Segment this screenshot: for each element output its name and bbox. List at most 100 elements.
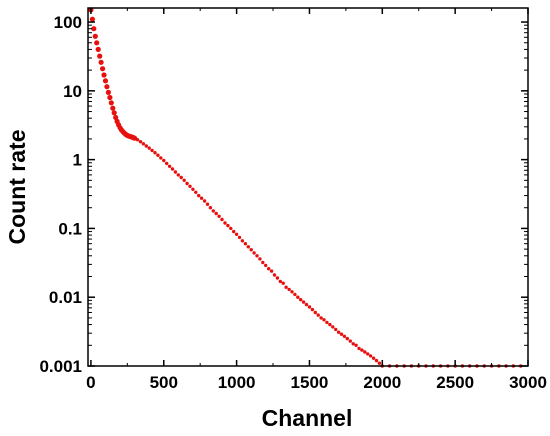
y-tick-label: 0.001 [39,357,82,376]
data-point [363,350,367,354]
y-tick-label: 100 [54,13,82,32]
data-point [269,269,274,273]
data-point [217,214,221,218]
data-point [243,242,248,246]
data-point [100,66,106,72]
data-point [322,318,326,322]
data-point [267,267,271,271]
data-point [144,144,148,148]
data-point [331,325,335,329]
x-tick-label: 3000 [509,373,547,392]
data-point [214,211,218,216]
data-point [173,170,178,174]
data-point [176,173,180,177]
data-point [293,292,297,297]
data-point [141,142,146,146]
data-point [92,33,98,39]
y-tick-label: 1 [73,151,82,170]
data-point [194,190,198,194]
y-axis-title: Count rate [4,130,30,245]
data-point [182,178,186,182]
data-point [138,140,143,144]
data-point [313,310,317,315]
x-tick-label: 1000 [218,373,256,392]
data-point [334,327,338,332]
data-point [165,161,169,166]
data-point [153,151,157,155]
data-point [310,307,315,312]
data-point [246,245,250,249]
data-point [159,156,163,160]
data-point [240,239,245,243]
axis-ticks [88,8,529,367]
data-point [191,187,195,191]
data-point [272,273,277,277]
y-tick-label: 0.1 [58,219,82,238]
data-point [104,84,110,90]
data-point [348,339,352,343]
data-point [304,302,309,307]
data-point [339,332,344,336]
data-point [377,361,382,365]
y-tick-label: 0.01 [49,288,82,307]
data-point [223,221,227,225]
data-point [98,59,104,65]
data-point [281,281,285,285]
data-point [249,248,253,252]
data-point [220,217,224,222]
x-tick-label: 500 [150,373,178,392]
data-point [208,206,213,210]
data-point [345,336,349,341]
data-point [101,72,107,78]
data-point [107,94,113,101]
x-tick-label: 1500 [291,373,329,392]
data-point [299,298,303,302]
data-point [261,260,265,265]
data-point [167,164,172,168]
data-point [319,316,323,320]
data-point [237,235,242,240]
data-point [97,53,103,59]
data-point [234,232,239,236]
data-point [232,229,236,234]
data-point [301,300,306,304]
data-point [94,40,100,46]
data-point [197,193,201,198]
x-axis-title: Channel [262,405,353,431]
data-point [91,26,97,32]
data-point [89,16,95,22]
tick-labels: 0 500 1000 1500 2000 2500 3000 0.001 0.01 0.1 1 10 1… [39,13,546,392]
data-point [264,263,268,268]
data-point [275,276,280,280]
data-point [357,346,361,351]
data-point [360,348,364,352]
data-point [147,146,151,150]
data-point [287,287,291,292]
data-point [366,352,370,356]
data-point [374,358,379,363]
data-point [226,223,230,228]
data-point [211,209,215,213]
data-point [199,196,204,200]
data-point [368,354,373,358]
data-point [325,320,329,325]
data-point [108,100,114,106]
data-point [150,148,154,153]
x-tick-label: 2000 [363,373,401,392]
data-point [179,175,183,180]
data-point [105,89,111,95]
data-point [307,305,312,309]
y-tick-label: 10 [63,82,82,101]
data-point [290,290,294,294]
data-point [336,330,341,334]
data-point [316,313,320,317]
data-point [111,110,117,116]
x-tick-label: 2500 [436,373,474,392]
data-point [351,342,355,346]
data-point [278,279,282,284]
data-point [102,78,109,84]
data-point [371,356,376,360]
data-point [342,334,347,338]
data-point [113,114,119,121]
